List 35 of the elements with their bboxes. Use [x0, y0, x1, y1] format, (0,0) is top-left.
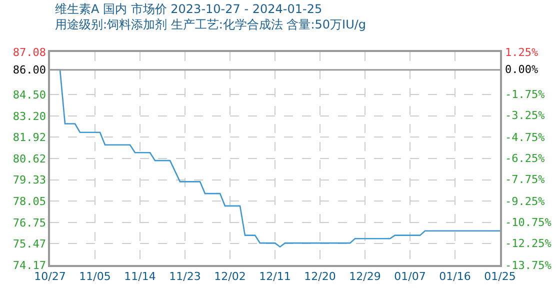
x-tick-label: 11/05	[79, 270, 111, 283]
y2-tick-label: 1.25%	[505, 46, 538, 59]
y-tick-label: 75.47	[12, 237, 46, 250]
x-tick-label: 11/23	[169, 270, 201, 283]
y-tick-label: 79.33	[12, 174, 46, 187]
y2-tick-label: -3.25%	[505, 109, 546, 122]
y-tick-label: 83.20	[12, 110, 46, 123]
y-tick-label: 80.62	[12, 152, 46, 166]
y2-tick-label: -9.25%	[505, 195, 546, 208]
x-tick-label: 01/16	[439, 270, 471, 283]
y2-tick-label: -10.75%	[505, 216, 552, 229]
y-tick-label: 78.05	[12, 194, 46, 208]
chart-subtitle: 用途级别:饲料添加剂 生产工艺:化学合成法 含量:50万IU/g	[55, 18, 366, 32]
chart-title: 维生素A 国内 市场价 2023-10-27 - 2024-01-25	[55, 2, 322, 16]
y2-tick-label: -7.75%	[505, 173, 546, 186]
x-tick-label: 12/20	[304, 270, 336, 283]
y-tick-label: 84.50	[12, 88, 46, 102]
x-tick-label: 10/27	[34, 270, 66, 283]
y2-tick-label: -12.25%	[505, 237, 552, 250]
y-tick-label: 87.08	[12, 46, 46, 59]
x-tick-label: 11/14	[124, 270, 156, 283]
y2-tick-label: 0.00%	[505, 63, 538, 76]
x-tick-label: 01/25	[484, 270, 516, 283]
y2-tick-label: -4.75%	[505, 131, 546, 144]
y-tick-label: 81.92	[12, 130, 46, 144]
x-tick-label: 12/11	[259, 270, 291, 283]
x-tick-label: 12/29	[349, 270, 381, 283]
y-tick-label: 76.75	[12, 216, 46, 230]
x-tick-label: 01/07	[394, 270, 426, 283]
y2-tick-label: -6.25%	[505, 152, 546, 165]
x-tick-label: 12/02	[214, 270, 246, 283]
y-tick-label: 74.17	[12, 258, 46, 272]
y-tick-label: 86.00	[12, 64, 46, 77]
y2-tick-label: -1.75%	[505, 88, 546, 101]
y2-tick-label: -13.75%	[505, 259, 552, 272]
